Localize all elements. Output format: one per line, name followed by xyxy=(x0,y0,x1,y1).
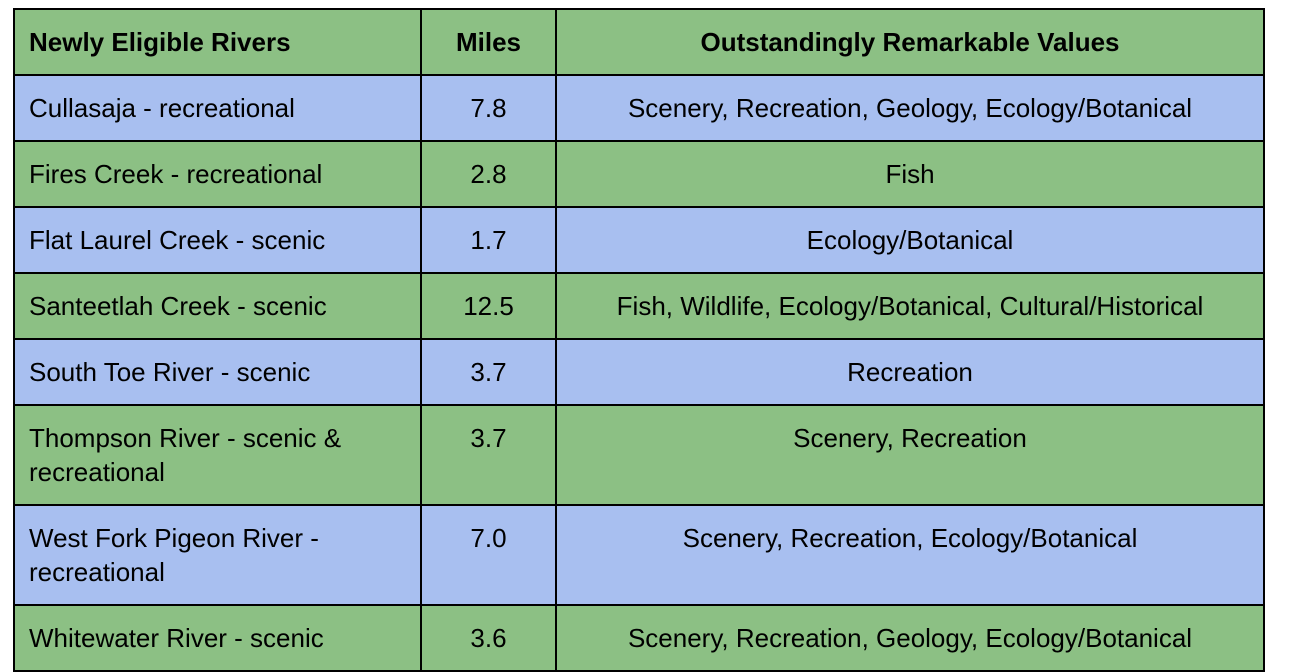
table-row: West Fork Pigeon River - recreational 7.… xyxy=(13,504,1265,606)
miles-cell: 3.6 xyxy=(420,604,557,672)
values-cell: Scenery, Recreation, Geology, Ecology/Bo… xyxy=(555,604,1265,672)
river-name-cell: South Toe River - scenic xyxy=(13,338,422,406)
header-miles: Miles xyxy=(420,8,557,76)
values-cell: Ecology/Botanical xyxy=(555,206,1265,274)
table-row: Thompson River - scenic & recreational 3… xyxy=(13,404,1265,506)
values-cell: Scenery, Recreation, Geology, Ecology/Bo… xyxy=(555,74,1265,142)
header-river: Newly Eligible Rivers xyxy=(13,8,422,76)
miles-cell: 1.7 xyxy=(420,206,557,274)
header-values: Outstandingly Remarkable Values xyxy=(555,8,1265,76)
table-row: Santeetlah Creek - scenic 12.5 Fish, Wil… xyxy=(13,272,1265,340)
river-name-cell: Cullasaja - recreational xyxy=(13,74,422,142)
values-cell: Fish xyxy=(555,140,1265,208)
values-cell: Scenery, Recreation xyxy=(555,404,1265,506)
values-cell: Scenery, Recreation, Ecology/Botanical xyxy=(555,504,1265,606)
miles-cell: 7.8 xyxy=(420,74,557,142)
river-name-cell: Santeetlah Creek - scenic xyxy=(13,272,422,340)
rivers-table: Newly Eligible Rivers Miles Outstandingl… xyxy=(13,8,1265,672)
values-cell: Recreation xyxy=(555,338,1265,406)
river-name-cell: Whitewater River - scenic xyxy=(13,604,422,672)
miles-cell: 3.7 xyxy=(420,338,557,406)
table-row: Flat Laurel Creek - scenic 1.7 Ecology/B… xyxy=(13,206,1265,274)
river-name-cell: Flat Laurel Creek - scenic xyxy=(13,206,422,274)
miles-cell: 12.5 xyxy=(420,272,557,340)
table-row: Whitewater River - scenic 3.6 Scenery, R… xyxy=(13,604,1265,672)
river-name-cell: West Fork Pigeon River - recreational xyxy=(13,504,422,606)
header-row: Newly Eligible Rivers Miles Outstandingl… xyxy=(13,8,1265,76)
table-row: South Toe River - scenic 3.7 Recreation xyxy=(13,338,1265,406)
values-cell: Fish, Wildlife, Ecology/Botanical, Cultu… xyxy=(555,272,1265,340)
river-name-cell: Thompson River - scenic & recreational xyxy=(13,404,422,506)
miles-cell: 7.0 xyxy=(420,504,557,606)
table-row: Fires Creek - recreational 2.8 Fish xyxy=(13,140,1265,208)
river-name-cell: Fires Creek - recreational xyxy=(13,140,422,208)
table-row: Cullasaja - recreational 7.8 Scenery, Re… xyxy=(13,74,1265,142)
miles-cell: 3.7 xyxy=(420,404,557,506)
miles-cell: 2.8 xyxy=(420,140,557,208)
